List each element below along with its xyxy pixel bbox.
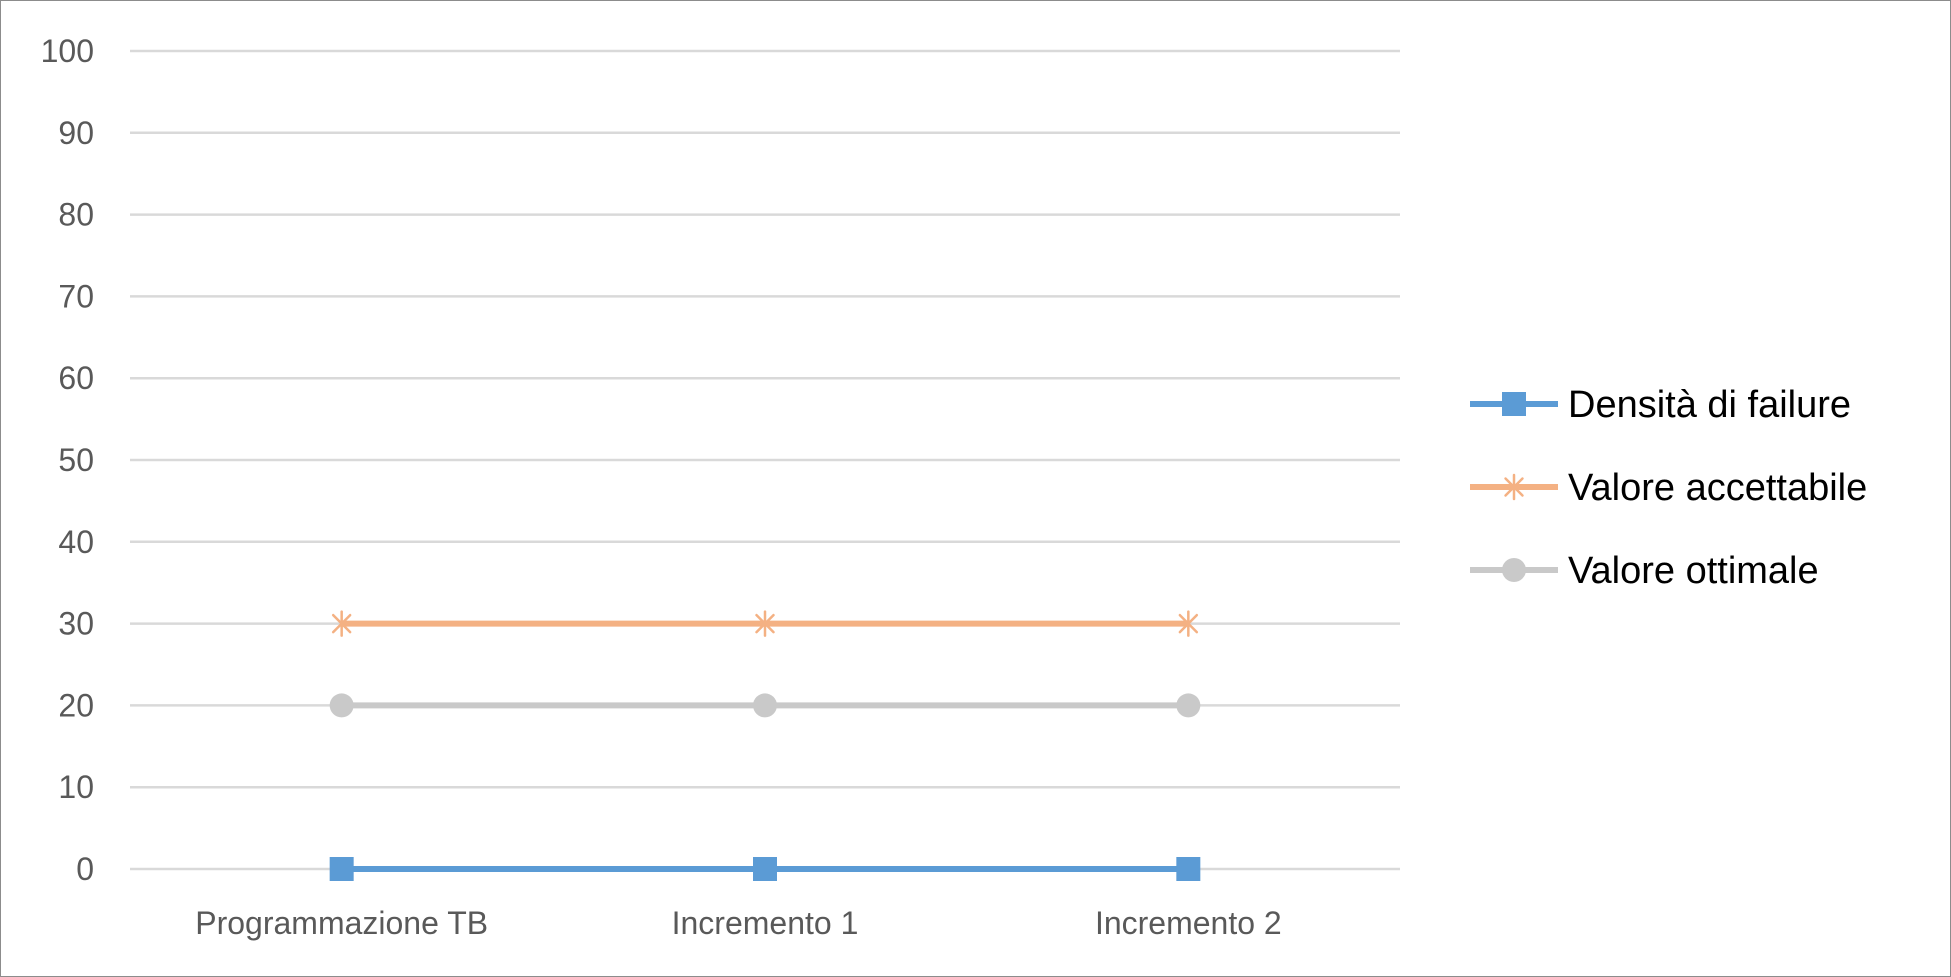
series-2 [329,693,1201,718]
legend-label: Valore accettabile [1568,467,1867,509]
legend: Densità di failure Valore accettabile Valo… [1470,384,1867,592]
data-point [1176,857,1201,881]
legend-item: Valore accettabile [1470,467,1867,509]
y-tick-label: 0 [76,851,94,887]
legend-marker [1502,558,1526,582]
y-tick-label: 50 [58,442,94,478]
y-tick-label: 30 [58,606,94,642]
legend-label: Densità di failure [1568,384,1851,426]
legend-item: Densità di failure [1470,384,1851,426]
y-tick-label: 20 [58,687,94,723]
data-point [753,857,777,881]
y-tick-label: 80 [58,197,94,233]
x-tick-label: Incremento 2 [1095,905,1282,941]
series-0 [329,857,1201,881]
data-point [329,857,354,881]
data-point [331,610,352,637]
y-tick-label: 100 [41,33,94,69]
legend-item: Valore ottimale [1470,550,1819,592]
series-1 [331,610,1199,637]
x-tick-label: Programmazione TB [195,905,488,941]
x-axis-tick-labels: Programmazione TB Incremento 1 Incremento … [195,905,1281,941]
data-point [1178,610,1199,637]
series-lines [329,610,1201,881]
y-tick-label: 10 [58,769,94,805]
gridlines [130,49,1400,871]
data-point [753,693,777,718]
data-point [755,610,775,637]
x-tick-label: Incremento 1 [672,905,859,941]
legend-marker [1502,392,1526,416]
y-tick-label: 60 [58,360,94,396]
y-tick-label: 70 [58,278,94,314]
y-axis-tick-labels: 0 10 20 30 40 50 60 70 80 90 100 [41,33,94,887]
legend-label: Valore ottimale [1568,550,1819,592]
y-tick-label: 90 [58,115,94,151]
legend-marker [1504,473,1524,501]
y-tick-label: 40 [58,524,94,560]
data-point [329,693,354,718]
data-point [1176,693,1201,718]
